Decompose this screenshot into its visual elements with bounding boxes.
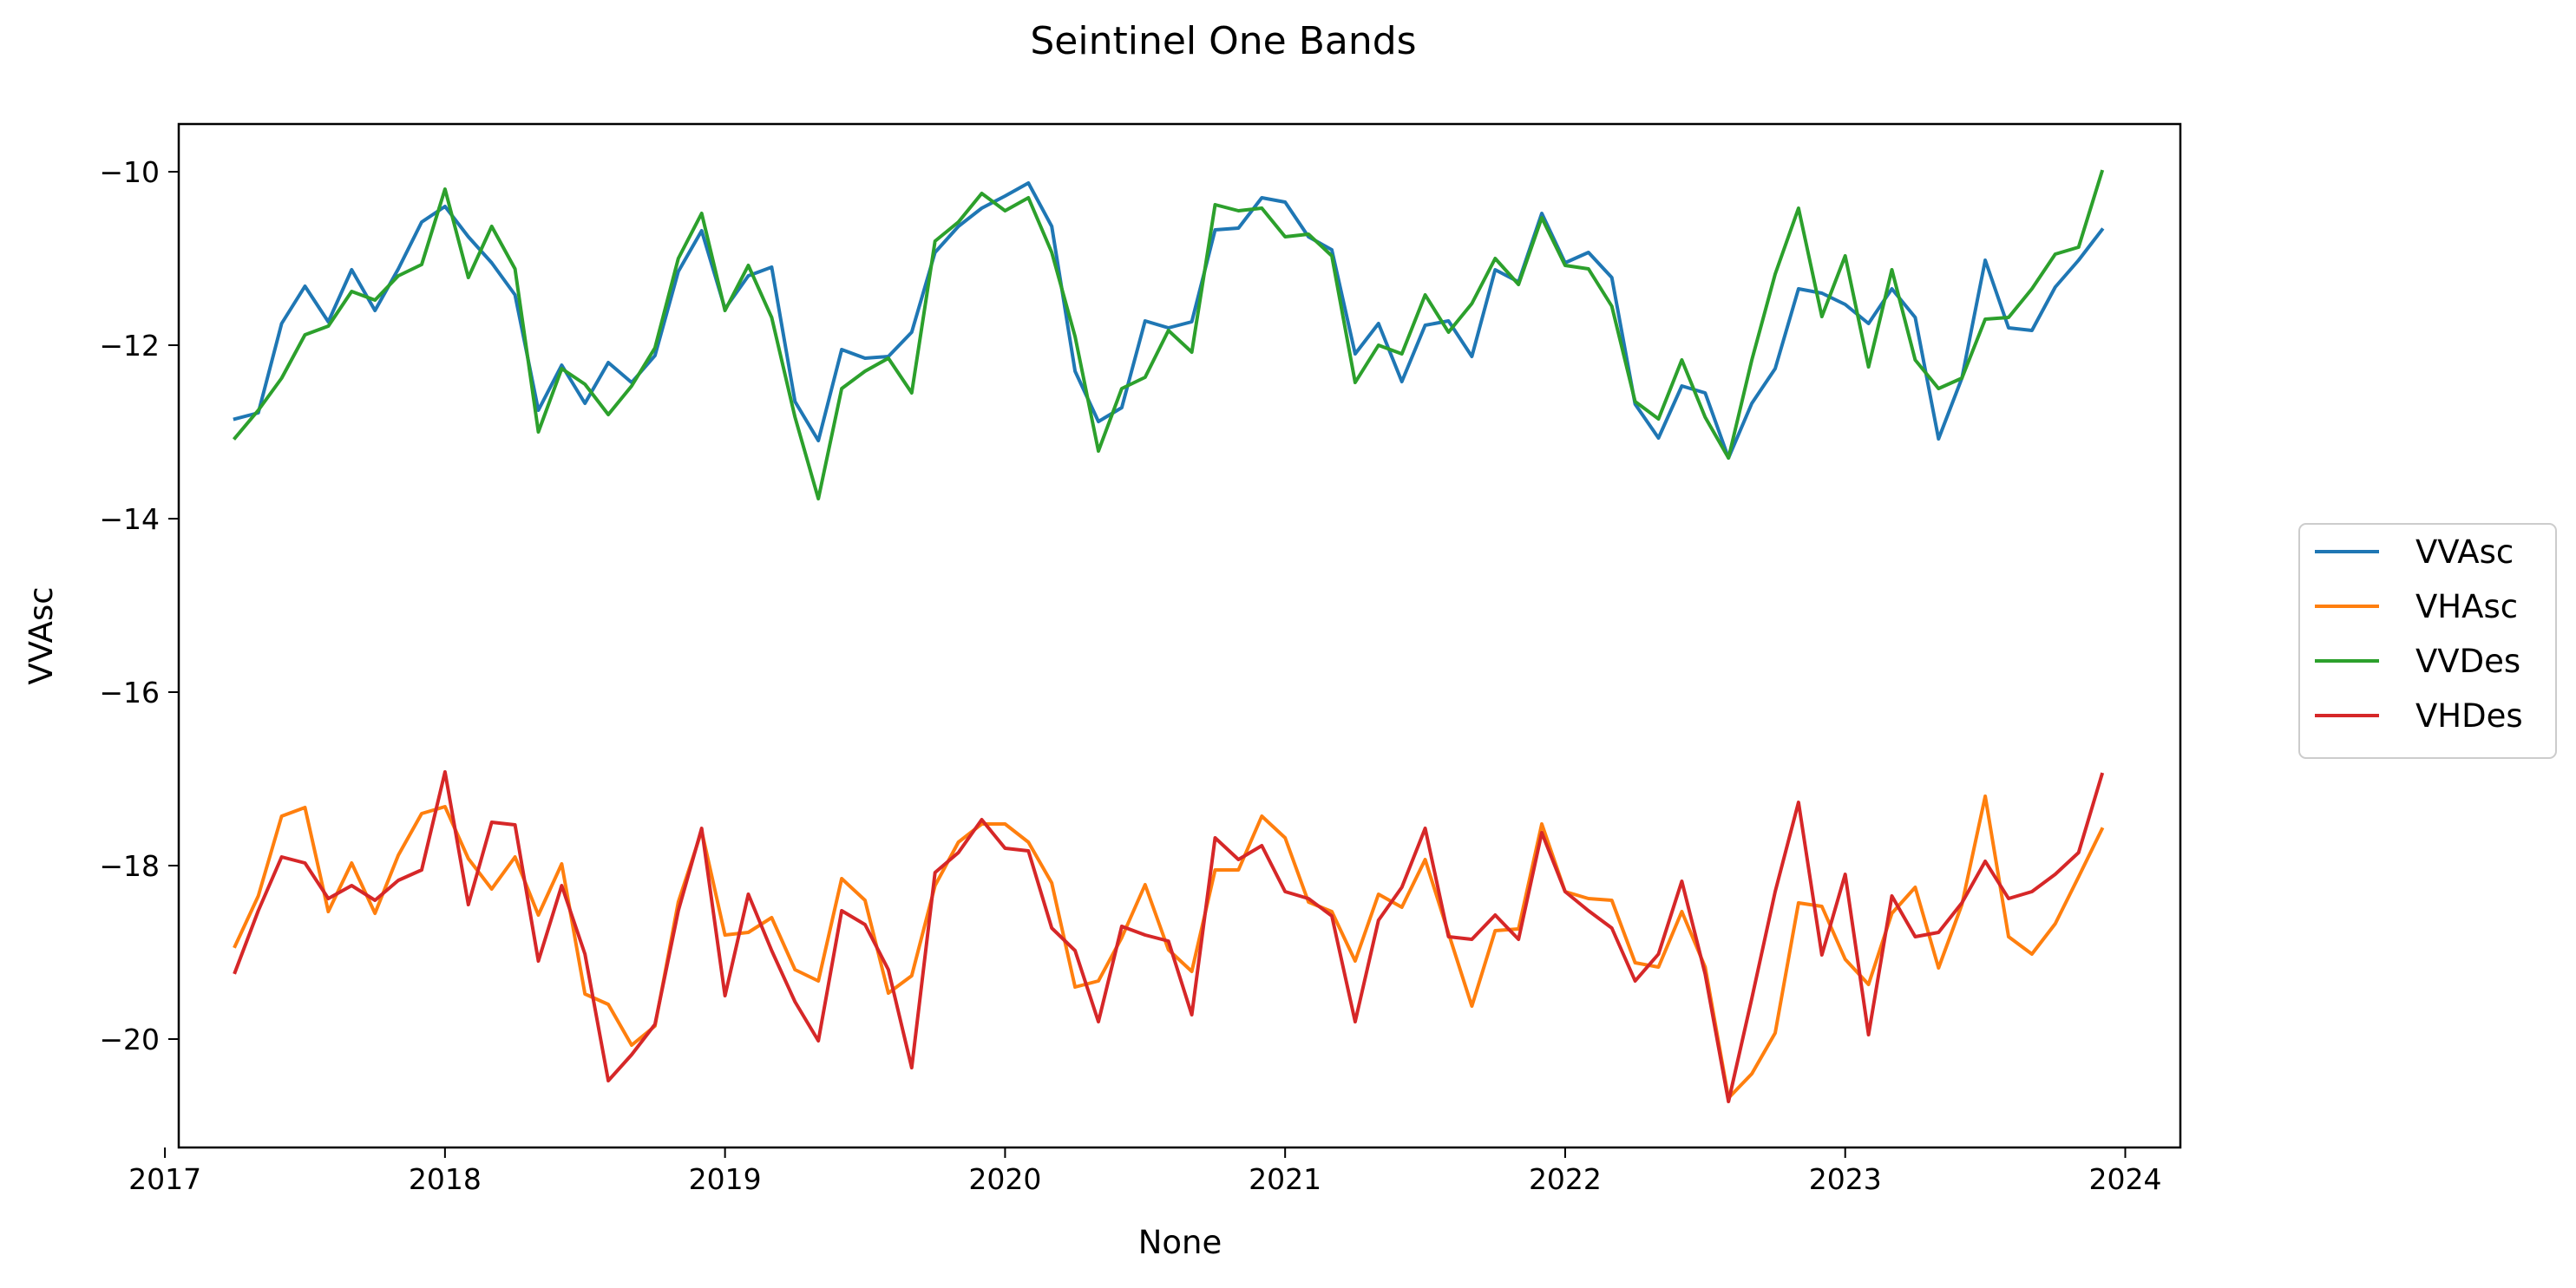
plot-area <box>232 169 2105 1103</box>
y-axis-title: VVAsc <box>23 586 60 684</box>
x-tick-label: 2022 <box>1529 1162 1602 1196</box>
x-tick-label: 2020 <box>968 1162 1041 1196</box>
x-tick-label: 2021 <box>1249 1162 1321 1196</box>
y-tick-label: −12 <box>99 329 160 363</box>
legend-label: VHAsc <box>2415 588 2518 625</box>
series-line-vvasc <box>233 181 2105 460</box>
legend-box <box>2298 523 2557 759</box>
series-line-vvdes <box>232 169 2105 500</box>
x-axis-title: None <box>1138 1224 1222 1261</box>
x-tick-label: 2018 <box>409 1162 482 1196</box>
x-tick-label: 2024 <box>2088 1162 2161 1196</box>
y-tick-label: −10 <box>99 155 160 189</box>
series-line-vhasc <box>233 794 2105 1100</box>
y-tick-label: −16 <box>99 676 160 709</box>
y-tick-label: −18 <box>99 849 160 883</box>
x-tick-label: 2017 <box>128 1162 201 1196</box>
legend-label: VVAsc <box>2415 533 2514 571</box>
y-tick-label: −14 <box>99 502 160 536</box>
x-tick-label: 2023 <box>1809 1162 1882 1196</box>
legend-label: VHDes <box>2415 697 2523 735</box>
x-axis: 2017 2018 2019 2020 2021 2022 2023 2024 <box>128 1147 2161 1196</box>
plot-frame <box>177 122 2182 1149</box>
series-line-vhdes <box>233 770 2105 1103</box>
x-tick-label: 2019 <box>689 1162 762 1196</box>
y-tick-label: −20 <box>99 1023 160 1056</box>
legend-label: VVDes <box>2415 643 2520 680</box>
legend: VVAsc VHAsc VVDes VHDes <box>2298 523 2557 759</box>
chart-title: Seintinel One Bands <box>1030 19 1416 63</box>
y-axis: −20 −18 −16 −14 −12 −10 <box>99 155 179 1056</box>
